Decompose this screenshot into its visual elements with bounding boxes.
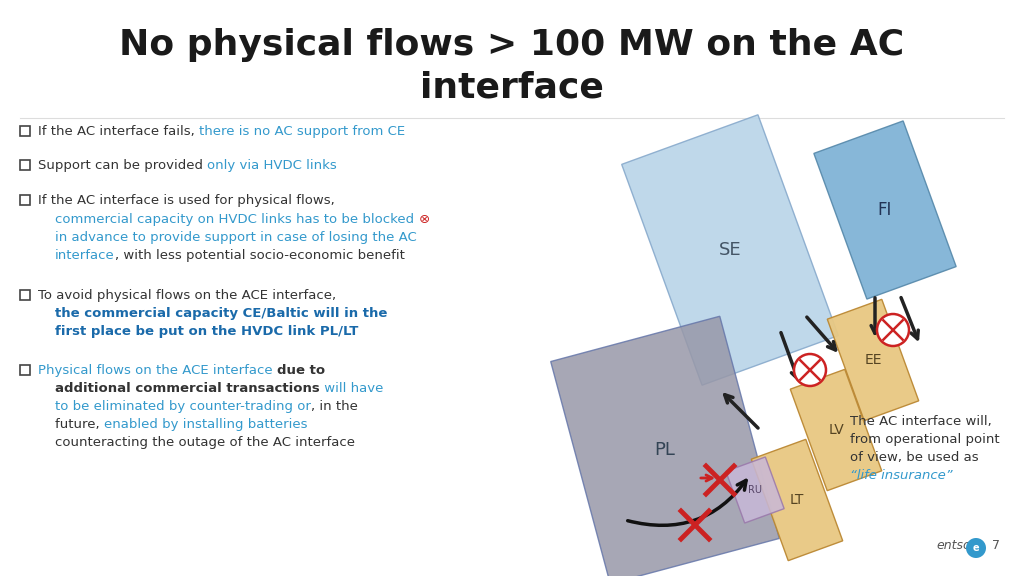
Text: to be eliminated by counter-trading or: to be eliminated by counter-trading or <box>55 400 311 413</box>
Polygon shape <box>791 369 882 491</box>
Text: LV: LV <box>828 423 844 437</box>
Text: interface: interface <box>55 249 115 262</box>
Text: in advance to provide support in case of losing the AC: in advance to provide support in case of… <box>55 231 417 244</box>
Text: first place be put on the HVDC link PL/LT: first place be put on the HVDC link PL/L… <box>55 325 358 338</box>
Circle shape <box>794 354 826 386</box>
Text: Support can be provided: Support can be provided <box>38 159 207 172</box>
Text: e: e <box>973 543 979 553</box>
Text: commercial capacity on HVDC links has to be blocked: commercial capacity on HVDC links has to… <box>55 213 419 226</box>
Polygon shape <box>551 316 779 576</box>
Polygon shape <box>827 300 919 420</box>
Bar <box>20 290 30 300</box>
Bar <box>20 126 30 136</box>
FancyArrowPatch shape <box>628 480 746 525</box>
Bar <box>20 160 30 170</box>
Text: EE: EE <box>864 353 882 367</box>
Text: ⊗: ⊗ <box>419 213 429 226</box>
Text: If the AC interface is used for physical flows,: If the AC interface is used for physical… <box>38 194 335 207</box>
Text: To avoid physical flows on the ACE interface,: To avoid physical flows on the ACE inter… <box>38 289 336 302</box>
Polygon shape <box>752 439 843 560</box>
Text: , with less potential socio-economic benefit: , with less potential socio-economic ben… <box>115 249 404 262</box>
Text: due to: due to <box>276 364 325 377</box>
Bar <box>20 195 30 205</box>
Text: entso: entso <box>936 539 971 552</box>
Text: of view, be used as: of view, be used as <box>850 451 979 464</box>
Text: If the AC interface fails,: If the AC interface fails, <box>38 125 199 138</box>
Text: interface: interface <box>420 70 604 104</box>
Text: enabled by installing batteries: enabled by installing batteries <box>103 418 307 431</box>
Polygon shape <box>814 121 956 299</box>
Text: Physical flows on the ACE interface: Physical flows on the ACE interface <box>38 364 276 377</box>
Text: only via HVDC links: only via HVDC links <box>207 159 337 172</box>
Text: counteracting the outage of the AC interface: counteracting the outage of the AC inter… <box>55 436 355 449</box>
Text: “life insurance”: “life insurance” <box>850 469 952 482</box>
Text: FI: FI <box>878 201 892 219</box>
Text: future,: future, <box>55 418 103 431</box>
Text: additional commercial transactions: additional commercial transactions <box>55 382 319 395</box>
Polygon shape <box>622 115 839 385</box>
Text: there is no AC support from CE: there is no AC support from CE <box>199 125 406 138</box>
Text: The AC interface will,: The AC interface will, <box>850 415 992 428</box>
Text: RU: RU <box>748 485 762 495</box>
Text: 7: 7 <box>992 539 1000 552</box>
Circle shape <box>966 538 986 558</box>
Circle shape <box>877 314 909 346</box>
Bar <box>20 365 30 375</box>
Polygon shape <box>726 457 784 523</box>
Text: No physical flows > 100 MW on the AC: No physical flows > 100 MW on the AC <box>120 28 904 62</box>
Text: from operational point: from operational point <box>850 433 999 446</box>
Text: LT: LT <box>790 493 804 507</box>
Text: , in the: , in the <box>311 400 357 413</box>
Text: the commercial capacity CE/Baltic will in the: the commercial capacity CE/Baltic will i… <box>55 307 387 320</box>
Text: will have: will have <box>319 382 383 395</box>
Text: SE: SE <box>719 241 741 259</box>
Text: PL: PL <box>654 441 676 459</box>
